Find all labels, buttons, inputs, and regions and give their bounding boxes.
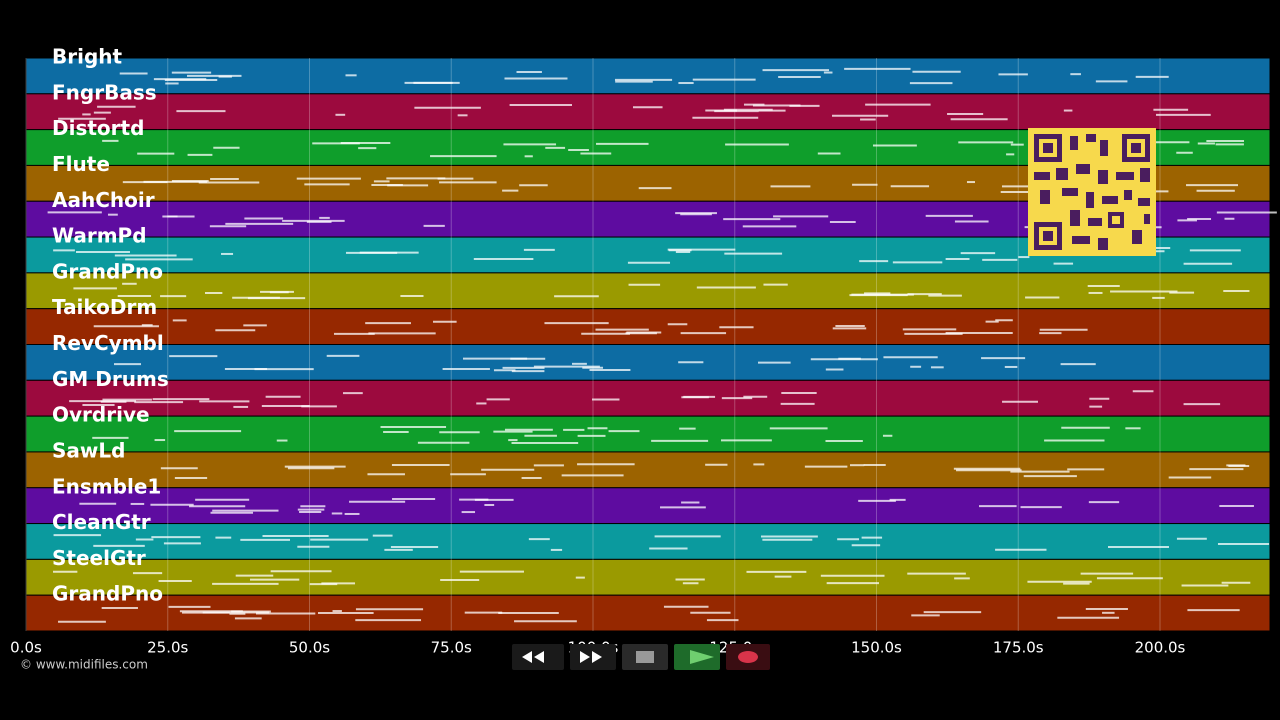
play-icon [690,650,714,664]
time-tick-label: 200.0s [1135,639,1186,657]
time-tick-label: 75.0s [431,639,472,657]
track-names: Bright FngrBass Distortd Flute AahChoir WarmP… [52,45,169,606]
footer: © www.midifiles.com [20,658,148,672]
track-name: FngrBass [52,80,157,104]
track-lane [25,344,1271,381]
time-tick-label: 50.0s [289,639,330,657]
record-icon [738,651,758,663]
rewind-icon [522,651,544,663]
track-lane [25,415,1271,453]
track-lane [25,558,1271,596]
track-lane [25,93,1271,131]
track-name: RevCymbl [52,331,164,355]
track-lane [25,308,1271,345]
track-name: TaikoDrm [52,295,157,319]
playback-controls [512,644,770,670]
track-name: Flute [52,152,110,176]
track-lane [25,272,1271,310]
track-name: WarmPd [52,224,147,248]
forward-icon [580,651,602,663]
track-name: Ovrdrive [52,403,150,427]
track-lane [25,523,1271,560]
time-tick-label: 25.0s [147,639,188,657]
track-name: SawLd [52,438,125,462]
track-name: Distortd [52,116,144,140]
track-name: GrandPno [52,259,163,283]
time-tick-label: 150.0s [851,639,902,657]
qr-code [1028,128,1156,256]
track-name: AahChoir [52,188,155,212]
track-name: Bright [52,45,123,69]
track-lane [25,451,1271,489]
track-lane [25,379,1271,417]
track-name: GrandPno [52,582,163,606]
track-name: Ensmble1 [52,474,161,498]
track-name: CleanGtr [52,510,151,534]
track-name: SteelGtr [52,546,146,570]
grid [25,58,1161,631]
track-name: GM Drums [52,367,169,391]
time-tick-label: 0.0s [10,639,42,657]
time-tick-label: 175.0s [993,639,1044,657]
stop-icon [636,651,654,663]
